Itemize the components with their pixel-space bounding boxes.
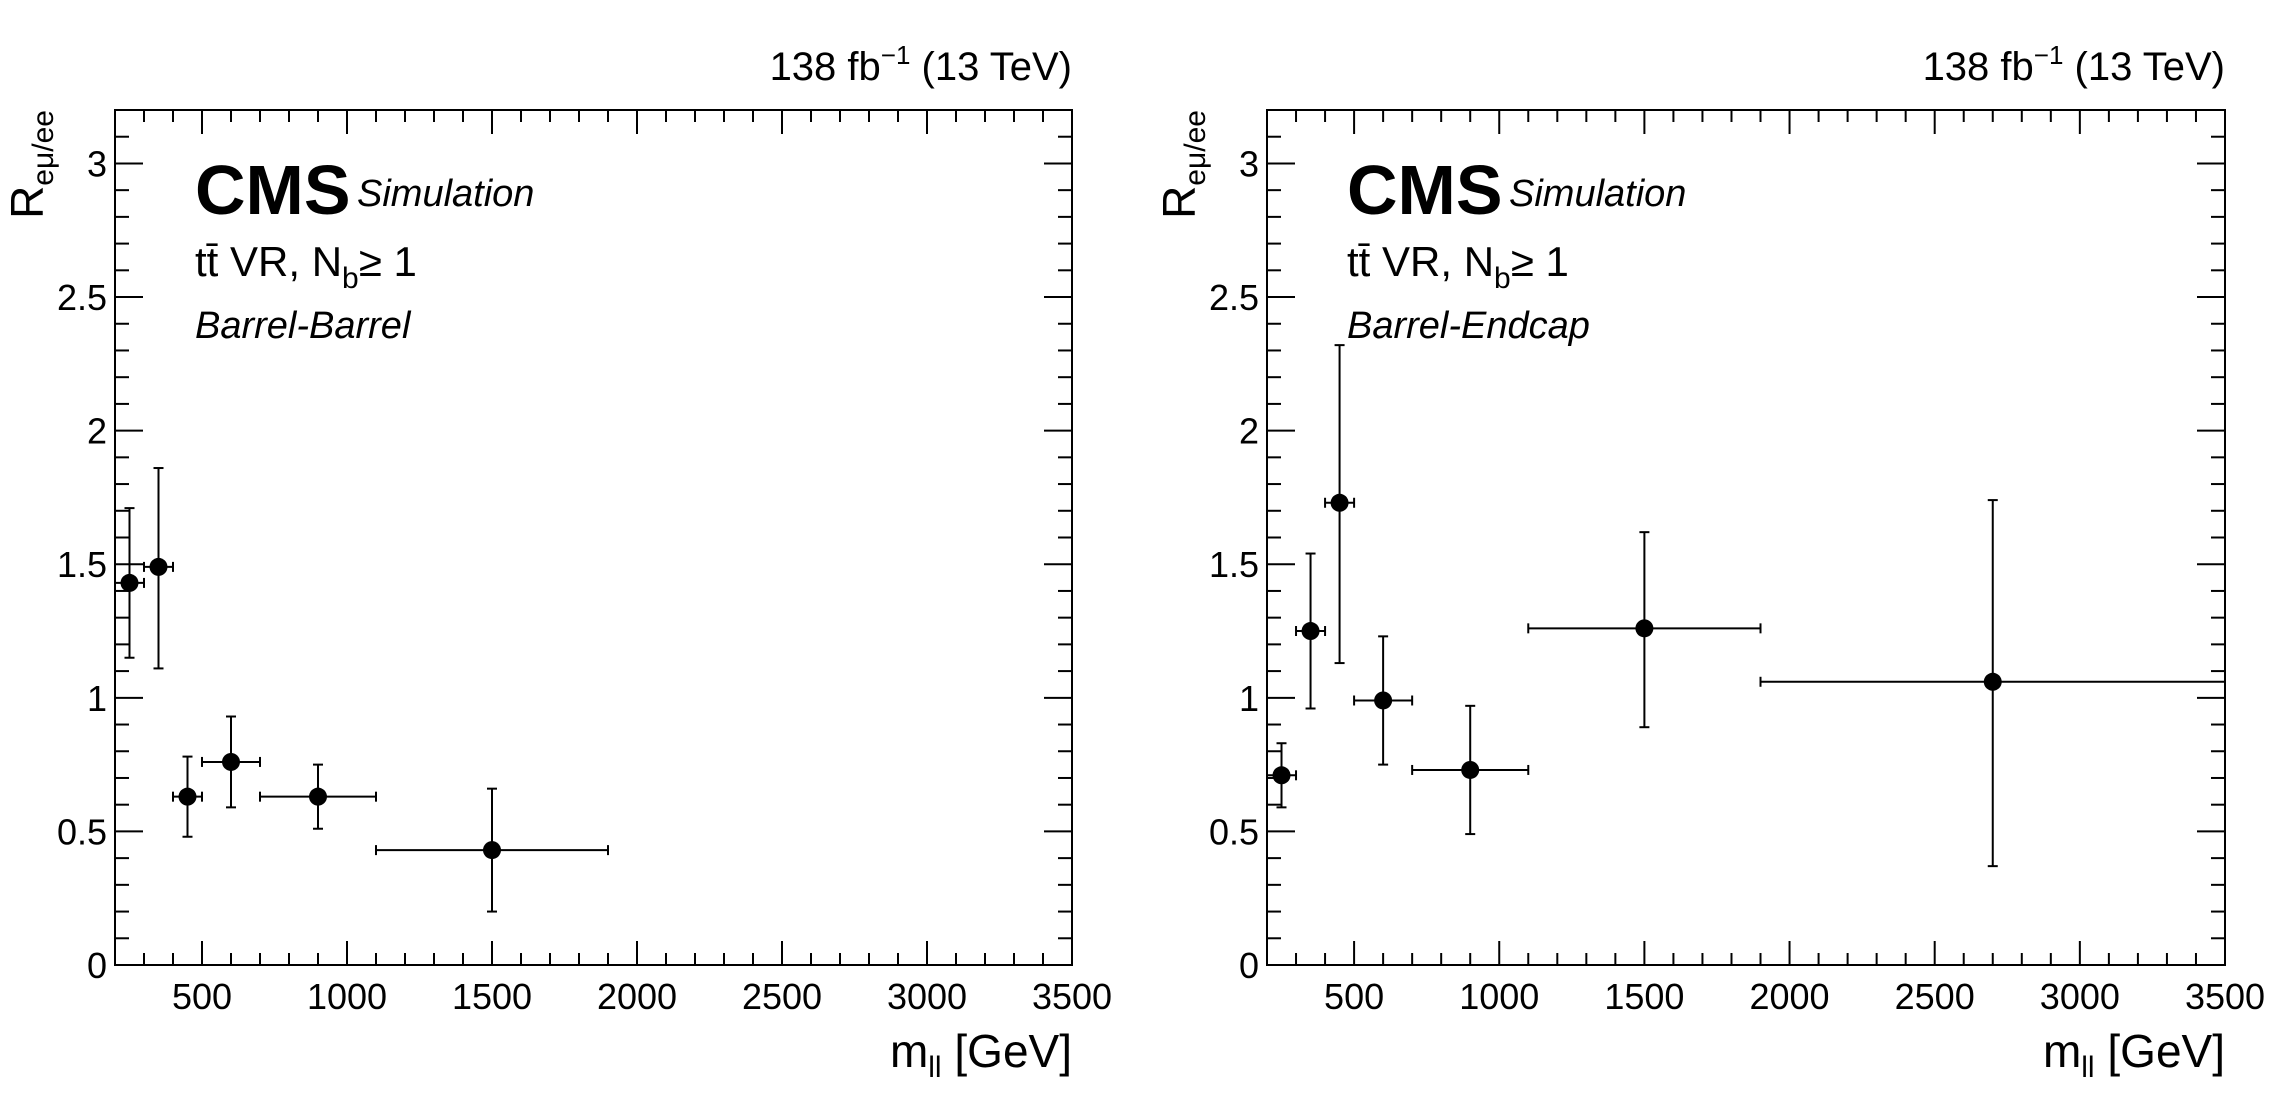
luminosity-label: 138 fb−1 (13 TeV) [1923,40,2225,89]
region-label: tt̄ VR, Nb≥ 1 [195,238,417,295]
x-tick-label: 1000 [1459,976,1539,1017]
experiment-label: CMS [1347,151,1503,229]
y-tick-label: 0.5 [57,811,107,852]
category-label: Barrel-Endcap [1347,305,1590,347]
data-marker [222,752,240,771]
x-axis-title: mll [GeV] [890,1025,1072,1084]
data-point [143,467,174,670]
panel-left: 500 1000 1500 2000 2500 3000 3500 0 0.5 1 1.5 2 2.5 3… [1,40,1112,1084]
region-label: tt̄ VR, Nb≥ 1 [1347,238,1569,295]
region-label-main: tt̄ VR, N [1347,238,1494,285]
y-tick-label: 1 [1239,678,1259,719]
y-tick-label: 1.5 [57,544,107,585]
x-tick-label: 3000 [2040,976,2120,1017]
luminosity-label: 138 fb−1 (13 TeV) [770,40,1072,89]
data-marker [309,787,327,806]
energy-label: (13 TeV) [910,45,1072,89]
luminosity-value: 138 fb [770,45,881,89]
data-point [172,755,203,838]
y-axis-title-main: R [1153,186,1205,219]
y-tick-label: 2.5 [57,277,107,318]
x-tick-label: 500 [172,976,232,1017]
region-label-rest: ≥ 1 [1511,238,1569,285]
x-tick-label: 1500 [1604,976,1684,1017]
region-label-sub: b [342,262,359,295]
y-tick-label: 1 [87,678,107,719]
energy-label: (13 TeV) [2063,45,2225,89]
data-point [1295,552,1327,710]
data-marker [1374,691,1393,710]
data-marker [1272,766,1291,785]
data-point [1353,635,1414,766]
x-tick-label: 1000 [307,976,387,1017]
x-axis-title-sub: ll [2081,1051,2094,1084]
x-tick-label: 2500 [742,976,822,1017]
x-axis-title: mll [GeV] [2043,1025,2225,1084]
data-marker [120,573,139,592]
data-marker [1635,619,1654,638]
category-label: Barrel-Barrel [195,305,412,347]
x-axis-title-unit: [GeV] [2095,1025,2225,1077]
experiment-label: CMS [195,151,351,229]
y-axis-title: Reμ/ee [1153,110,1212,219]
data-point [1527,531,1762,729]
y-axis-title: Reμ/ee [1,110,60,219]
data-point [375,787,609,913]
x-tick-label: 3500 [2185,976,2265,1017]
y-tick-label: 3 [87,143,107,184]
y-tick-label: 0 [1239,945,1259,986]
data-marker [1461,760,1480,779]
y-tick-label: 2 [87,411,107,452]
x-axis-title-unit: [GeV] [942,1025,1072,1077]
x-axis-title-main: m [890,1025,928,1077]
y-tick-label: 1.5 [1209,544,1259,585]
experiment-sub-label: Simulation [357,173,534,215]
luminosity-exponent: −1 [881,40,911,70]
data-marker [1301,622,1320,641]
data-point [201,715,261,809]
x-axis-title-sub: ll [928,1051,941,1084]
luminosity-value: 138 fb [1923,45,2034,89]
x-tick-label: 3500 [1032,976,1112,1017]
x-tick-label: 1500 [452,976,532,1017]
x-axis-title-main: m [2043,1025,2081,1077]
x-tick-label: 2000 [597,976,677,1017]
data-point [115,507,145,659]
region-label-sub: b [1494,262,1511,295]
data-marker [483,841,501,860]
region-label-rest: ≥ 1 [359,238,417,285]
y-tick-label: 0.5 [1209,811,1259,852]
x-tick-label: 2500 [1895,976,1975,1017]
y-axis-title-sub: eμ/ee [27,110,60,186]
data-point [1411,704,1530,836]
region-label-main: tt̄ VR, N [195,238,342,285]
data-marker [1330,493,1349,512]
data-marker [149,557,168,576]
data-point [259,763,377,830]
x-tick-label: 2000 [1749,976,1829,1017]
y-tick-label: 3 [1239,143,1259,184]
y-tick-label: 0 [87,945,107,986]
y-axis-title-main: R [1,186,53,219]
data-point [1267,742,1298,809]
y-tick-label: 2 [1239,411,1259,452]
x-tick-label: 3000 [887,976,967,1017]
y-axis-title-sub: eμ/ee [1179,110,1212,186]
panel-right: 500 1000 1500 2000 2500 3000 3500 0 0.5 1 1.5 2 2.5 3… [1153,40,2265,1084]
experiment-sub-label: Simulation [1509,173,1686,215]
data-marker [1983,672,2002,691]
data-point [1324,344,1356,665]
data-marker [178,787,197,806]
x-tick-label: 500 [1324,976,1384,1017]
y-tick-label: 2.5 [1209,277,1259,318]
data-point [1759,499,2225,868]
luminosity-exponent: −1 [2034,40,2064,70]
